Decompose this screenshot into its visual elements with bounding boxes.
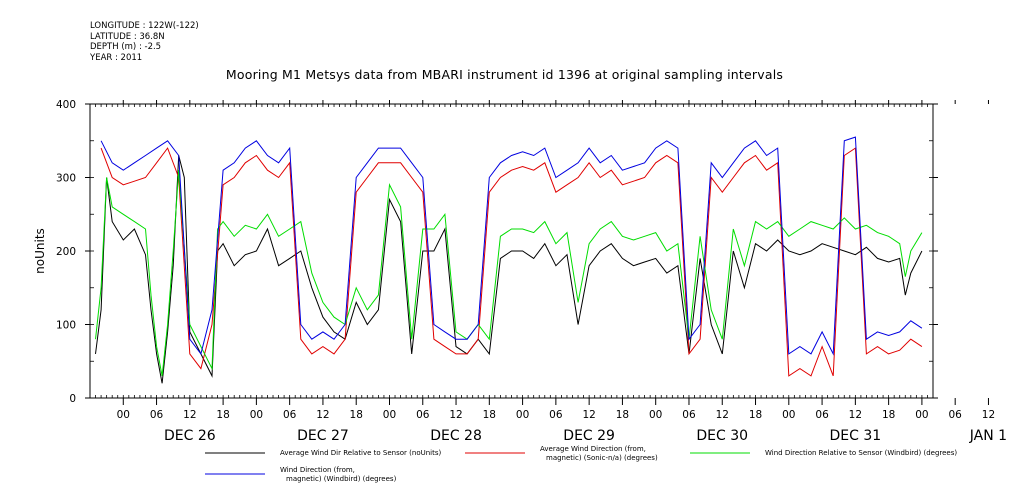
- x-tick-label: 18: [616, 409, 629, 421]
- metadata-block: LONGITUDE : 122W(-122) LATITUDE : 36.8N …: [90, 21, 199, 63]
- x-day-label: DEC 29: [563, 428, 615, 444]
- x-tick-label: 00: [383, 409, 396, 421]
- x-tick-label: 00: [915, 409, 928, 421]
- y-tick-label: 300: [56, 173, 76, 185]
- longitude-label: LONGITUDE : 122W(-122): [90, 21, 199, 31]
- series-line-1: [95, 155, 923, 384]
- depth-label: DEPTH (m) : -2.5: [90, 42, 162, 52]
- x-day-label: DEC 28: [430, 428, 482, 444]
- year-label: YEAR : 2011: [90, 52, 143, 63]
- legend-label-2: Average Wind Direction (from,: [540, 445, 646, 453]
- series-line-2: [100, 147, 923, 377]
- x-tick-label: 12: [449, 409, 462, 421]
- y-tick-label: 100: [56, 320, 76, 332]
- x-tick-label: 12: [316, 409, 329, 421]
- chart-title: Mooring M1 Metsys data from MBARI instru…: [225, 67, 784, 82]
- x-tick-label: 06: [416, 409, 430, 421]
- x-tick-label: 12: [849, 409, 862, 421]
- x-tick-label: 18: [882, 409, 895, 421]
- x-day-label: DEC 30: [696, 428, 748, 444]
- x-tick-label: 12: [982, 409, 995, 421]
- legend-label-2-line2: magnetic) (Sonic-n/a) (degrees): [546, 454, 658, 462]
- x-tick-label: 00: [649, 409, 662, 421]
- x-tick-label: 06: [150, 409, 164, 421]
- x-tick-label: 00: [117, 409, 130, 421]
- legend-label-4: Wind Direction (from,: [280, 466, 355, 474]
- y-axis-label: noUnits: [33, 228, 47, 274]
- x-tick-label: 00: [250, 409, 263, 421]
- x-tick-label: 18: [350, 409, 363, 421]
- y-tick-label: 400: [56, 99, 76, 111]
- x-tick-label: 06: [815, 409, 829, 421]
- x-tick-label: 18: [483, 409, 496, 421]
- x-tick-label: 18: [749, 409, 762, 421]
- x-tick-label: 06: [948, 409, 962, 421]
- x-tick-label: 12: [183, 409, 196, 421]
- y-tick-label: 0: [69, 393, 76, 405]
- legend-label-4-line2: magnetic) (Windbird) (degrees): [286, 475, 397, 483]
- x-tick-label: 06: [682, 409, 696, 421]
- x-day-label: DEC 31: [830, 428, 882, 444]
- legend-label-1: Average Wind Dir Relative to Sensor (noU…: [280, 449, 441, 457]
- x-tick-label: 06: [283, 409, 297, 421]
- x-tick-label: 12: [716, 409, 729, 421]
- latitude-label: LATITUDE : 36.8N: [90, 31, 165, 42]
- series-line-4: [100, 136, 923, 356]
- x-day-label: JAN 1: [969, 428, 1007, 444]
- x-tick-label: 00: [516, 409, 529, 421]
- x-tick-label: 18: [216, 409, 229, 421]
- series-line-3: [95, 170, 923, 376]
- x-day-label: DEC 26: [164, 428, 216, 444]
- x-tick-label: 12: [582, 409, 595, 421]
- x-tick-label: 00: [782, 409, 795, 421]
- y-tick-label: 200: [56, 246, 76, 258]
- x-day-label: DEC 27: [297, 428, 349, 444]
- legend-label-3: Wind Direction Relative to Sensor (Windb…: [765, 449, 957, 457]
- x-tick-label: 06: [549, 409, 563, 421]
